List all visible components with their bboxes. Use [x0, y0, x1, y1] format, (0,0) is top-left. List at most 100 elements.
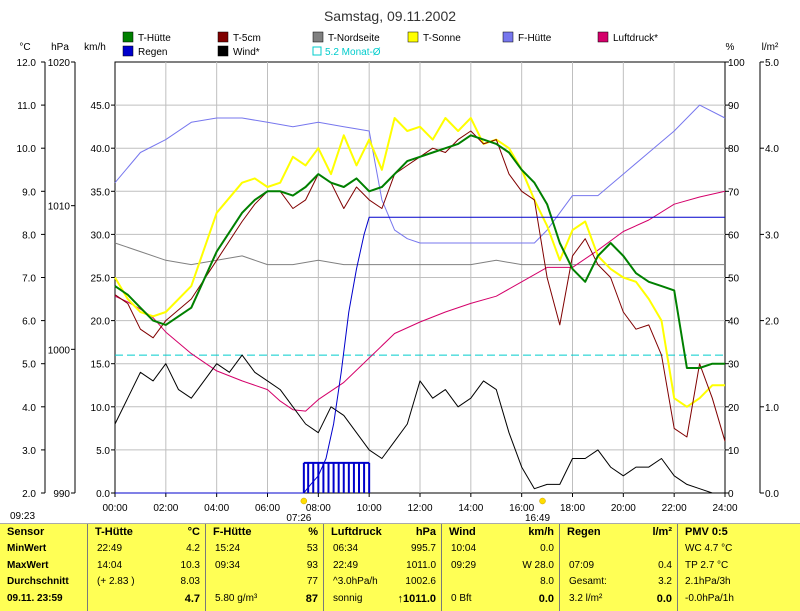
x-tick-label: 08:00: [306, 503, 331, 514]
cell-label: 22:49: [97, 543, 123, 554]
humidity-tick-label: 20: [728, 403, 740, 414]
x-tick-label: 16:00: [509, 503, 534, 514]
cell-value: 10.3: [180, 560, 200, 571]
cell-value: 995.7: [410, 543, 436, 554]
sun-marker-label: 07:26: [286, 513, 311, 523]
humidity-tick-label: 50: [728, 274, 740, 285]
cell-label: 5.80 g/m³: [215, 593, 258, 604]
wind-tick-label: 10.0: [91, 403, 111, 414]
cell-label: 15:24: [215, 543, 241, 554]
stats-table: Sensor MinWert MaxWert Durchschnitt 09.11. 2…: [0, 523, 800, 611]
rain-unit-label: l/m²: [762, 42, 779, 53]
t-sonne-series-line: [114, 117, 725, 408]
temp-tick-label: 3.0: [22, 446, 36, 457]
temp-tick-label: 5.0: [22, 360, 36, 371]
plot-area: [114, 104, 726, 494]
cell-label: 09:34: [215, 560, 241, 571]
column-title: F-Hütte: [213, 526, 252, 538]
rain-tick-label: 1.0: [765, 403, 779, 414]
row-label: 09.11. 23:59: [7, 593, 63, 604]
sun-marker: [300, 497, 308, 505]
cell-label: ^3.0hPa/h: [333, 576, 378, 587]
cell-label: (+ 2.83 ): [97, 576, 135, 587]
cell-value: 87: [305, 593, 318, 605]
cell-value: 8.03: [180, 576, 200, 587]
pressure-tick-label: 990: [53, 489, 70, 500]
rain-tick-label: 0.0: [765, 489, 779, 500]
wind-unit-label: km/h: [84, 42, 106, 53]
cell-label: 0 Bft: [451, 593, 472, 604]
pressure-unit-label: hPa: [51, 42, 69, 53]
x-tick-label: 04:00: [204, 503, 229, 514]
cell-value: 1011.0: [406, 560, 436, 571]
pressure-tick-label: 1010: [48, 202, 71, 213]
cell-label: sonnig: [333, 593, 363, 604]
legend-label: T-5cm: [233, 33, 261, 44]
table-column-t-huette: T-Hütte °C 22:49 4.2 14:04 10.3 (+ 2.83 ) 8.03 4…: [87, 524, 206, 611]
cell-value: ↑1011.0: [397, 593, 436, 605]
sun-marker: [539, 497, 546, 505]
column-unit: %: [308, 526, 318, 538]
column-title: Regen: [567, 526, 601, 538]
cell-value: 4.7: [184, 593, 200, 605]
wind-tick-label: 20.0: [91, 317, 111, 328]
cell-value: 1002.6: [405, 576, 436, 587]
humidity-tick-label: 10: [728, 446, 740, 457]
column-unit: °C: [187, 526, 200, 538]
temp-tick-label: 11.0: [17, 101, 36, 112]
t-nordseite-series-line: [114, 242, 725, 266]
humidity-tick-label: 60: [728, 230, 740, 241]
wind-tick-label: 25.0: [91, 274, 111, 285]
humidity-tick-label: 40: [728, 317, 740, 328]
legend-label: T-Nordseite: [328, 33, 380, 44]
legend-swatch: [502, 31, 514, 43]
x-tick-label: 10:00: [357, 503, 382, 514]
cell-value: 0.0: [538, 593, 554, 605]
column-title: Wind: [449, 526, 476, 538]
sun-marker-label: 16:49: [525, 513, 550, 523]
cell-text: WC 4.7 °C: [685, 543, 733, 554]
wind-tick-label: 15.0: [91, 360, 111, 371]
humidity-tick-label: 80: [728, 144, 740, 155]
humidity-tick-label: 90: [728, 101, 740, 112]
table-column-pmv: PMV 0:5 WC 4.7 °C TP 2.7 °C 2.1hPa/3h -0.0hP…: [677, 524, 800, 611]
cell-value: 0.0: [540, 543, 554, 554]
temp-tick-label: 7.0: [22, 274, 36, 285]
temp-tick-label: 2.0: [22, 489, 36, 500]
cell-label: 22:49: [333, 560, 359, 571]
row-label: Durchschnitt: [7, 576, 69, 587]
f-h-tte-series-line: [114, 104, 726, 244]
temp-tick-label: 8.0: [22, 230, 36, 241]
cell-value: 93: [306, 560, 318, 571]
wind-tick-label: 30.0: [91, 230, 111, 241]
rain-tick-label: 2.0: [765, 317, 779, 328]
axis-unit-labels: °C hPa km/h% l/m²: [19, 42, 779, 53]
column-title: T-Hütte: [95, 526, 133, 538]
current-time-label: 09:23: [10, 511, 36, 522]
legend-label: Regen: [138, 47, 167, 58]
cell-label: 07:09: [569, 560, 595, 571]
humidity-tick-label: 30: [728, 360, 740, 371]
t-h-tte-series-line: [114, 134, 725, 369]
x-tick-label: 18:00: [560, 503, 585, 514]
temp-tick-label: 9.0: [22, 187, 36, 198]
chart-legend: T-Hütte T-5cm T-Nordseite T-Sonne F-Hütte Luf…: [122, 31, 658, 58]
cell-label: Gesamt:: [569, 576, 607, 587]
rain-tick-label: 3.0: [765, 230, 779, 241]
temp-tick-label: 6.0: [22, 317, 36, 328]
cell-label: 09:29: [451, 560, 477, 571]
rain-tick-label: 5.0: [765, 58, 779, 69]
x-tick-label: 24:00: [712, 503, 737, 514]
wind-tick-label: 5.0: [96, 446, 110, 457]
cell-value: 8.0: [540, 576, 554, 587]
wind-tick-label: 0.0: [96, 489, 110, 500]
column-unit: l/m²: [652, 526, 672, 538]
weather-chart: Samstag, 09.11.2002 T-Hütte T-5cm T-Nordse…: [17, 8, 780, 523]
column-title: Luftdruck: [331, 526, 382, 538]
table-column-wind: Wind km/h 10:04 0.0 09:29 W 28.0 8.0 0 Bft 0.0: [441, 524, 560, 611]
cell-value: 77: [306, 576, 318, 587]
x-tick-label: 00:00: [102, 503, 127, 514]
legend-swatch: [217, 31, 229, 43]
x-tick-label: 14:00: [458, 503, 483, 514]
chart-title: Samstag, 09.11.2002: [324, 8, 456, 24]
